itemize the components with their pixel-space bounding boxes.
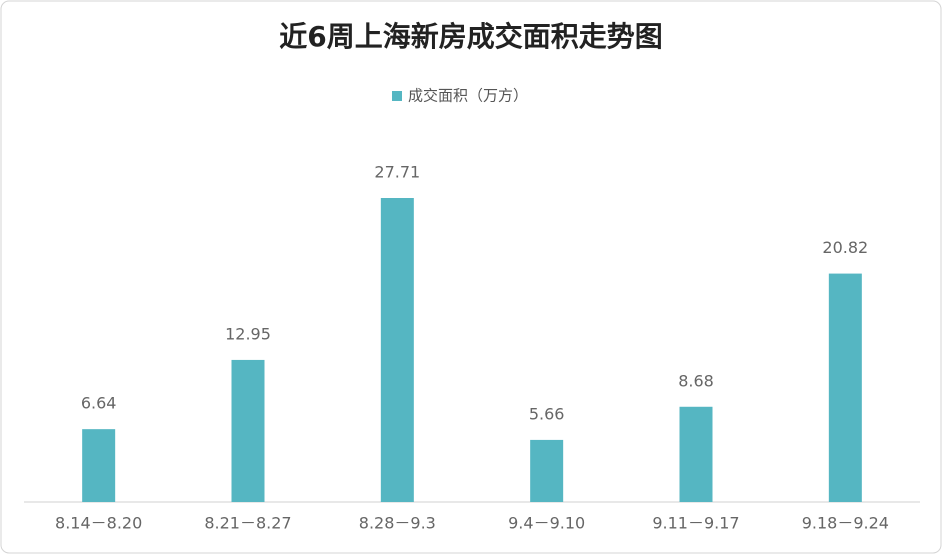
x-tick-label: 9.4－9.10: [508, 514, 585, 533]
x-tick-label: 8.21－8.27: [204, 514, 291, 533]
bar: [380, 198, 414, 502]
value-label: 5.66: [529, 404, 565, 423]
value-label: 12.95: [225, 324, 271, 343]
x-tick-label: 8.28－9.3: [359, 514, 436, 533]
value-label: 27.71: [374, 163, 420, 182]
bar: [828, 273, 862, 502]
bar: [679, 406, 713, 502]
x-tick-label: 9.11－9.17: [652, 514, 739, 533]
chart-title: 近6周上海新房成交面积走势图: [279, 20, 662, 53]
value-label: 6.64: [81, 394, 117, 413]
x-tick-label: 8.14－8.20: [55, 514, 142, 533]
legend-swatch: [392, 91, 402, 101]
x-tick-label: 9.18－9.24: [802, 514, 889, 533]
value-label: 8.68: [678, 371, 714, 390]
bar: [530, 439, 564, 502]
value-label: 20.82: [822, 238, 868, 257]
legend-label: 成交面积（万方）: [408, 87, 528, 105]
bar: [82, 429, 116, 502]
bar: [231, 359, 265, 502]
